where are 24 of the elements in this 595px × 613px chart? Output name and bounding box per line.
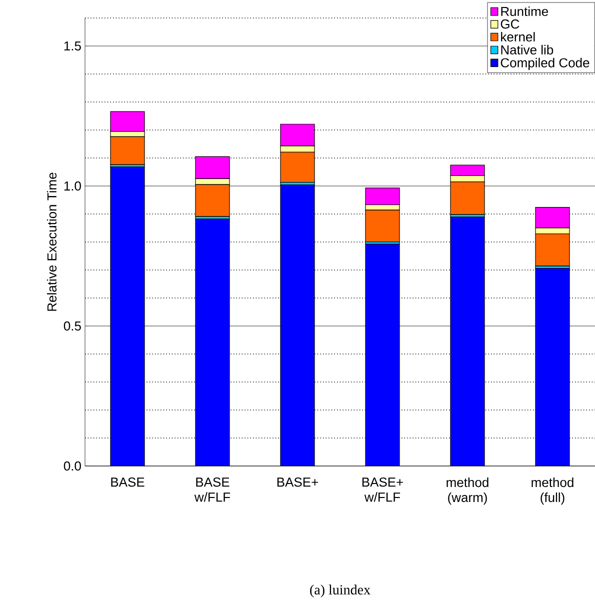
y-axis-title: Relative Execution Time — [46, 172, 56, 311]
legend-label: Native lib — [501, 44, 553, 54]
x-tick-label: BASE+ — [277, 478, 318, 487]
y-tick-label: 1.0 — [64, 181, 81, 191]
bar — [110, 166, 145, 466]
y-tick-label: 0.5 — [64, 321, 81, 331]
bar — [365, 188, 400, 206]
legend-label: GC — [500, 19, 520, 29]
bar — [535, 268, 570, 466]
bar — [365, 244, 400, 466]
x-tick-label: BASE — [111, 478, 144, 487]
bar — [450, 216, 485, 466]
legend-label: kernel — [500, 32, 535, 42]
x-tick-label: method (full) — [531, 478, 574, 505]
x-tick-label: BASE w/FLF — [194, 478, 230, 502]
bar — [280, 184, 315, 466]
x-tick-label: method (warm) — [446, 478, 488, 505]
text: (a) luindex — [310, 584, 370, 598]
bar — [195, 218, 230, 466]
y-tick-label: 1.5 — [64, 41, 81, 51]
x-tick-label: BASE+ w/FLF — [362, 478, 403, 502]
legend-label: Runtime — [501, 6, 548, 16]
y-tick-label: 0.0 — [64, 461, 81, 471]
legend-label: Compiled Code — [500, 58, 589, 70]
